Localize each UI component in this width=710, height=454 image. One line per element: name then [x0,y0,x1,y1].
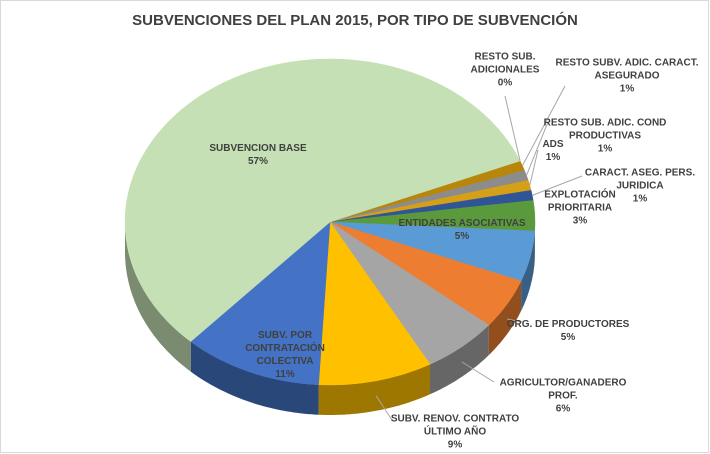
data-label: SUBV. RENOV. CONTRATO ÚLTIMO AÑO 9% [380,413,530,452]
data-label: RESTO SUBV. ADIC. CARACT. ASEGURADO 1% [552,57,702,96]
value-label: 5% [454,231,470,242]
category-label: RESTO SUB. ADIC. COND PRODUCTIVAS [543,117,667,142]
value-label: 9% [447,439,463,451]
leader-line [532,175,583,196]
category-label: RESTO SUBV. ADIC. CARACT. ASEGURADO [555,57,699,82]
data-label: RESTO SUB. ADIC. COND PRODUCTIVAS 1% [530,117,680,156]
slice-side [125,222,191,372]
value-label: 5% [560,332,576,343]
category-label: ENTIDADES ASOCIATIVAS [398,218,526,229]
leader-line [461,361,495,383]
slice [124,58,521,342]
value-label: 6% [555,403,571,415]
leader-line [529,149,539,186]
data-label: SUBV. POR CONTRATACIÓN COLECTIVA 11% [235,329,335,381]
category-label: SUBVENCION BASE [209,143,307,154]
value-label: 1% [632,193,648,205]
category-label: ADS [542,139,564,150]
value-label: 57% [247,156,268,167]
data-label: SUBVENCION BASE 57% [198,142,318,168]
category-label: AGRICULTOR/GANADERO PROF. [499,377,627,402]
data-label: ORG. DE PRODUCTORES 5% [498,318,638,344]
value-label: 0% [497,77,513,89]
category-label: SUBV. RENOV. CONTRATO ÚLTIMO AÑO [390,413,520,438]
slice-side [318,364,430,415]
leader-line [375,395,393,421]
slice [318,221,431,386]
value-label: 1% [619,83,635,95]
category-label: RESTO SUB. ADICIONALES [470,51,540,76]
category-label: EXPLOTACIÓN PRIORITARIA [544,189,616,214]
leader-line [504,95,521,162]
slice-side [430,325,489,395]
category-label: SUBV. POR CONTRATACIÓN COLECTIVA [245,330,325,367]
leader-line [507,318,523,323]
value-label: 3% [572,215,588,227]
data-label: AGRICULTOR/GANADERO PROF. 6% [488,377,638,416]
value-label: 11% [275,369,295,380]
slice-side [521,231,535,311]
leader-line [521,85,566,166]
data-label: RESTO SUB. ADICIONALES 0% [460,51,550,90]
slice-side [190,341,319,415]
data-label: CARACT. ASEG. PERS. JURIDICA 1% [575,167,705,206]
slice [190,221,331,386]
data-label: ADS 1% [533,138,573,164]
slice-side [488,280,522,355]
chart-title: SUBVENCIONES DEL PLAN 2015, POR TIPO DE … [132,12,578,29]
leader-line [525,121,549,176]
value-label: 1% [545,152,561,163]
category-label: ORG. DE PRODUCTORES [506,319,630,330]
data-label: EXPLOTACIÓN PRIORITARIA 3% [533,189,628,228]
category-label: CARACT. ASEG. PERS. JURIDICA [584,167,696,192]
data-label: ENTIDADES ASOCIATIVAS 5% [392,217,532,243]
value-label: 1% [597,143,613,155]
